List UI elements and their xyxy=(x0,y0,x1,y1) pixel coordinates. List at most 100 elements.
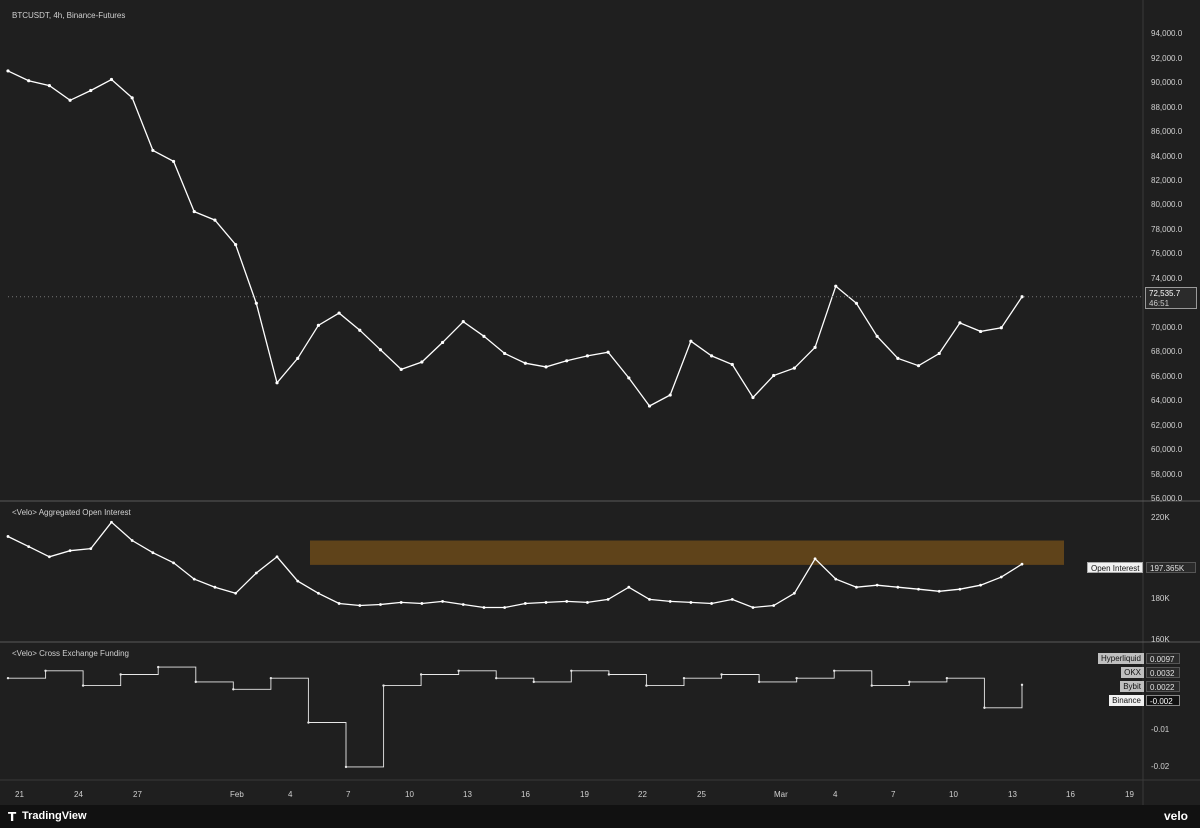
open-interest-point xyxy=(317,591,320,595)
funding-legend-name: Binance xyxy=(1109,695,1144,706)
funding-point xyxy=(6,676,10,680)
time-tick-label: Mar xyxy=(774,790,788,799)
funding-point xyxy=(645,684,648,687)
funding-point xyxy=(81,684,85,687)
price-point xyxy=(813,345,817,349)
price-point xyxy=(627,376,631,380)
open-interest-point xyxy=(855,585,858,589)
velo-watermark: velo xyxy=(1163,809,1188,823)
funding-legend-name: Hyperliquid xyxy=(1097,653,1144,664)
price-point xyxy=(151,148,155,153)
open-interest-point xyxy=(151,551,155,555)
open-interest-point xyxy=(68,549,72,553)
price-point xyxy=(27,79,31,83)
funding-point xyxy=(157,665,160,669)
price-point xyxy=(834,284,838,288)
open-interest-point xyxy=(689,601,693,604)
price-tick-label: 80,000.0 xyxy=(1151,200,1183,210)
open-interest-point xyxy=(937,589,941,593)
price-tick-label: 84,000.0 xyxy=(1151,151,1183,161)
open-interest-point xyxy=(606,597,610,601)
open-interest-point xyxy=(772,604,776,607)
open-interest-point xyxy=(730,597,734,601)
time-tick-label: 13 xyxy=(463,790,472,799)
price-tick-label: 68,000.0 xyxy=(1151,347,1183,357)
funding-tick-label: -0.02 xyxy=(1151,761,1170,771)
price-point xyxy=(482,334,486,338)
price-point xyxy=(316,323,321,327)
price-tick-label: 76,000.0 xyxy=(1151,249,1183,259)
time-tick-label: 16 xyxy=(521,790,530,799)
tradingview-logo-icon: 𝗧 xyxy=(8,810,17,824)
open-interest-point xyxy=(110,520,113,524)
price-point xyxy=(171,159,176,164)
price-point xyxy=(130,96,134,100)
open-interest-highlight-band xyxy=(310,540,1064,565)
funding-legend-value: 0.0032 xyxy=(1146,667,1180,678)
last-price-tag: 72,535.7 46:51 xyxy=(1145,287,1197,309)
price-point xyxy=(440,340,445,345)
open-interest-point xyxy=(89,547,93,551)
open-interest-point xyxy=(420,602,424,605)
price-tick-label: 82,000.0 xyxy=(1151,176,1183,185)
open-interest-point xyxy=(399,601,403,604)
price-point xyxy=(999,326,1003,330)
open-interest-point xyxy=(234,591,238,595)
open-interest-point xyxy=(6,535,10,538)
time-tick-label: Feb xyxy=(230,790,244,799)
price-tick-label: 92,000.0 xyxy=(1151,53,1183,63)
open-interest-point xyxy=(275,555,279,559)
open-interest-point xyxy=(668,600,672,603)
price-point xyxy=(979,329,983,334)
funding-legend-name: OKX xyxy=(1121,667,1144,678)
funding-point xyxy=(908,680,911,684)
open-interest-point xyxy=(999,575,1003,579)
price-point xyxy=(730,362,734,367)
funding-point xyxy=(607,673,611,676)
open-interest-point xyxy=(130,539,134,542)
price-point xyxy=(1020,295,1024,299)
price-tick-label: 70,000.0 xyxy=(1151,322,1183,332)
time-tick-label: 4 xyxy=(288,790,293,799)
open-interest-point xyxy=(544,601,548,604)
time-tick-label: 13 xyxy=(1008,790,1017,799)
price-point xyxy=(875,334,879,338)
price-point xyxy=(213,218,217,222)
price-tick-label: 86,000.0 xyxy=(1151,127,1183,137)
open-interest-point xyxy=(979,583,983,587)
price-point xyxy=(668,393,672,397)
price-point xyxy=(503,351,507,356)
time-tick-label: 21 xyxy=(15,790,24,799)
funding-legend-value: 0.0097 xyxy=(1146,653,1180,664)
open-interest-point xyxy=(896,585,900,589)
price-tick-label: 64,000.0 xyxy=(1151,396,1183,406)
funding-point xyxy=(833,669,836,672)
price-tick-label: 62,000.0 xyxy=(1151,420,1183,430)
bar-countdown: 46:51 xyxy=(1149,299,1170,308)
open-interest-point xyxy=(296,579,300,583)
price-point xyxy=(275,381,279,385)
time-tick-label: 4 xyxy=(833,790,838,799)
funding-point xyxy=(795,676,798,680)
price-point xyxy=(709,354,714,358)
open-interest-point xyxy=(792,591,796,595)
open-interest-point xyxy=(751,606,755,609)
funding-point xyxy=(419,673,423,676)
time-tick-label: 25 xyxy=(697,790,706,799)
open-interest-point xyxy=(917,587,920,591)
oi-panel-title: <Velo> Aggregated Open Interest xyxy=(12,508,131,517)
open-interest-point xyxy=(813,557,817,561)
tradingview-brand: TradingView xyxy=(22,810,87,822)
open-interest-point xyxy=(958,587,962,591)
price-point xyxy=(192,209,196,214)
open-interest-point xyxy=(254,571,258,575)
time-tick-label: 19 xyxy=(1125,790,1134,799)
open-interest-point xyxy=(358,604,362,607)
price-point xyxy=(544,365,548,369)
open-interest-point xyxy=(1020,562,1024,566)
time-tick-label: 7 xyxy=(346,790,351,799)
funding-point xyxy=(495,676,498,680)
oi-tick-label: 160K xyxy=(1151,635,1170,644)
time-tick-label: 10 xyxy=(949,790,958,799)
